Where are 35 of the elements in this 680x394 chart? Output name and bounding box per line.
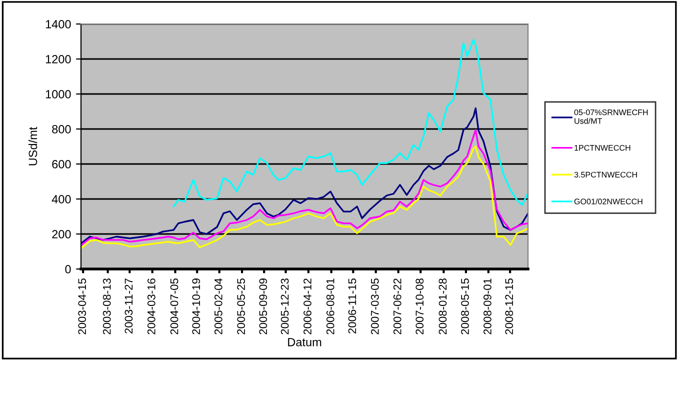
x-tick-label: 2008-09-01 — [484, 278, 492, 334]
x-tick-label: 2006-04-12 — [304, 278, 312, 334]
legend-label: 05-07%SRNWECFH Usd/MT — [574, 109, 648, 124]
x-tick-label: 2007-06-22 — [393, 278, 402, 334]
y-tick-label: 1400 — [46, 20, 71, 28]
x-tick-label: 2005-12-23 — [280, 278, 289, 334]
y-tick-label: 1200 — [46, 55, 71, 64]
x-tick-label: 2008-01-28 — [438, 278, 447, 334]
x-axis-title: Datum — [288, 338, 322, 346]
x-tick-label: 2007-10-08 — [416, 278, 424, 334]
y-tick-label: 400 — [52, 195, 71, 204]
y-axis-title: USd/mt — [28, 126, 38, 166]
y-tick-label: 0 — [65, 265, 71, 274]
x-tick-label: 2008-12-15 — [505, 278, 514, 334]
x-tick-label: 2005-09-09 — [259, 278, 268, 334]
x-tick-label: 2005-05-25 — [237, 278, 246, 334]
x-tick-label: 2008-05-15 — [461, 278, 469, 334]
x-tick-label: 2003-08-13 — [102, 278, 111, 334]
y-tick-label: 600 — [52, 160, 71, 168]
x-tick-label: 2004-10-19 — [192, 278, 200, 334]
y-tick-label: 800 — [52, 125, 71, 134]
x-tick-label: 2005-02-04 — [214, 278, 222, 334]
y-tick-label: 1000 — [46, 90, 71, 98]
x-tick-label: 2006-11-15 — [348, 278, 356, 334]
x-tick-label: 2003-11-27 — [124, 278, 133, 334]
x-tick-label: 2004-03-16 — [147, 278, 156, 334]
x-tick-label: 2003-04-15 — [78, 278, 86, 334]
line-series — [172, 38, 528, 208]
legend-label: GO01/02NWECCH — [574, 198, 642, 204]
legend-label: 1PCTNWECCH — [574, 144, 630, 151]
x-tick-label: 2006-08-01 — [326, 278, 334, 334]
x-tick-label: 2007-03-05 — [370, 278, 379, 334]
legend-label: 3.5PCTNWECCH — [574, 172, 637, 178]
y-tick-label: 200 — [52, 230, 71, 238]
x-tick-label: 2004-07-05 — [170, 278, 178, 334]
